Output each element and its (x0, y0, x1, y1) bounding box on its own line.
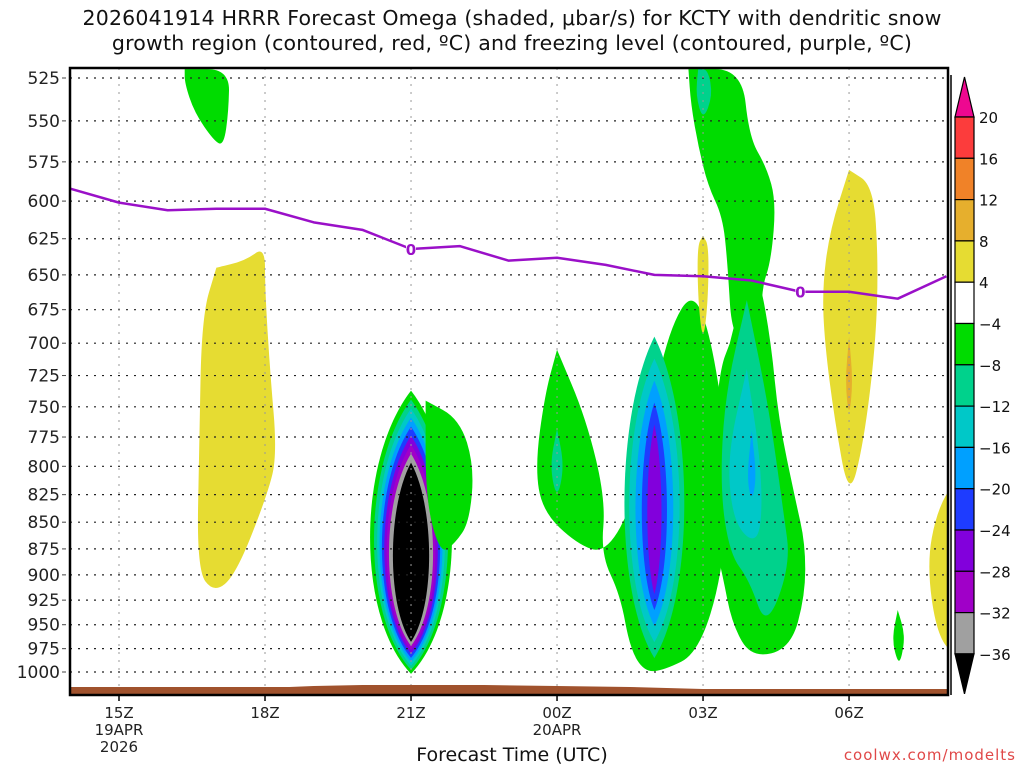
terrain-fill (70, 685, 948, 695)
x-tick-sublabel: 19APR (95, 721, 144, 739)
y-tick-label: 550 (28, 112, 60, 132)
colorbar-label: 16 (979, 150, 998, 168)
omega-yellow-08z (929, 491, 948, 648)
colorbar-label: −36 (979, 646, 1011, 664)
y-tick-label: 625 (28, 230, 60, 250)
y-tick-label: 825 (28, 486, 60, 506)
colorbar: 20 16 12 8 4 −4 −8 −12 −16 −20 −24 −28 −32 −36 (950, 75, 1011, 695)
x-axis-label: Forecast Time (UTC) (416, 744, 608, 766)
omega-green-00z (537, 300, 728, 672)
title-line-1: 2026041914 HRRR Forecast Omega (shaded, … (82, 6, 942, 30)
colorbar-swatch (954, 364, 975, 407)
x-tick-label: 15Z (104, 704, 133, 722)
colorbar-swatch (954, 116, 975, 159)
omega-core-02z-4 (647, 424, 662, 595)
omega-green-21z-bulge (425, 400, 473, 550)
freezing-level-label: 0 (406, 241, 416, 259)
colorbar-label: 8 (979, 233, 989, 251)
y-tick-label: 775 (28, 428, 60, 448)
y-tick-label: 800 (28, 457, 60, 477)
y-tick-label: 525 (28, 69, 60, 89)
chart-title: 2026041914 HRRR Forecast Omega (shaded, … (0, 6, 1024, 56)
y-tick-label: 975 (28, 640, 60, 660)
colorbar-label: −16 (979, 439, 1011, 457)
x-tick-label: 00Z (542, 704, 571, 722)
title-line-2: growth region (contoured, red, ºC) and f… (111, 31, 913, 55)
colorbar-label: 4 (979, 274, 989, 292)
grid-lines (70, 68, 948, 695)
y-axis: 525 550 575 600 625 650 675 700 725 750 775 800 825 8… (17, 69, 66, 683)
colorbar-label: 20 (979, 109, 998, 127)
credit-link[interactable]: coolwx.com/modelts (843, 746, 1016, 764)
colorbar-swatch (954, 446, 975, 490)
colorbar-swatch (954, 281, 975, 325)
x-tick-label: 03Z (688, 704, 717, 722)
freezing-level-label: 0 (795, 284, 805, 302)
omega-green-07z (893, 610, 904, 661)
x-tick-sublabel: 2026 (100, 738, 138, 756)
omega-core-21z-8 (392, 462, 430, 642)
colorbar-swatch-top (954, 76, 975, 118)
colorbar-swatch (954, 240, 975, 283)
colorbar-label: −24 (979, 522, 1011, 540)
x-tick-label: 18Z (250, 704, 279, 722)
colorbar-swatch (954, 199, 975, 242)
colorbar-swatch-bottom (954, 653, 975, 695)
colorbar-label: −8 (979, 357, 1001, 375)
y-tick-label: 575 (28, 153, 60, 173)
y-tick-label: 725 (28, 367, 60, 387)
colorbar-swatch (954, 570, 975, 614)
colorbar-label: −28 (979, 563, 1011, 581)
colorbar-label: −20 (979, 481, 1011, 499)
y-tick-label: 600 (28, 192, 60, 212)
colorbar-swatch (954, 322, 975, 366)
terrain (70, 685, 948, 695)
y-tick-label: 925 (28, 591, 60, 611)
omega-cyan-04z (729, 369, 762, 539)
y-tick-label: 875 (28, 540, 60, 560)
colorbar-label: −12 (979, 398, 1011, 416)
y-tick-label: 1000 (17, 663, 60, 683)
omega-teal-upper-03z (696, 69, 712, 115)
colorbar-label: −4 (979, 316, 1001, 334)
y-tick-label: 950 (28, 616, 60, 636)
y-tick-label: 650 (28, 266, 60, 286)
colorbar-swatch (954, 529, 975, 572)
colorbar-label: 12 (979, 192, 998, 210)
y-tick-label: 750 (28, 398, 60, 418)
colorbar-swatch (954, 157, 975, 201)
omega-green-upper-left (184, 69, 230, 144)
colorbar-swatch (954, 611, 975, 655)
freezing-level-line (70, 187, 947, 300)
colorbar-label: −32 (979, 605, 1011, 623)
y-tick-label: 700 (28, 334, 60, 354)
freezing-label-bg (406, 240, 417, 257)
omega-green-upper-03z (688, 69, 775, 344)
colorbar-swatch (954, 405, 975, 449)
freezing-level-contour: 00 (70, 187, 947, 302)
y-tick-label: 675 (28, 301, 60, 321)
x-tick-sublabel: 20APR (533, 721, 582, 739)
y-tick-label: 850 (28, 513, 60, 533)
omega-yellow-left (197, 251, 276, 589)
omega-shading (184, 69, 948, 674)
omega-yellow-06z (823, 169, 878, 484)
x-tick-label: 21Z (396, 704, 425, 722)
plot-frame (68, 66, 950, 697)
omega-blue-04z (748, 431, 756, 497)
y-tick-label: 900 (28, 566, 60, 586)
freezing-label-bg (795, 283, 806, 300)
x-tick-label: 06Z (834, 704, 863, 722)
colorbar-swatch (954, 488, 975, 531)
